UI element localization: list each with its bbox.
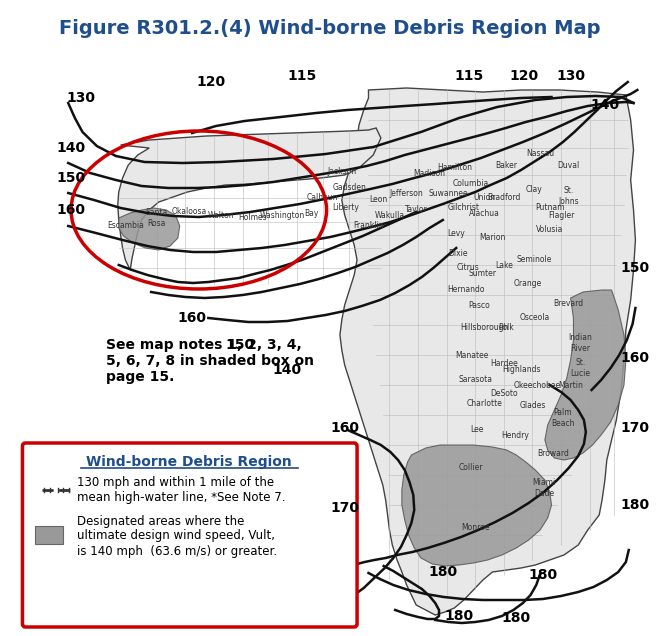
Text: Leon: Leon <box>369 195 387 205</box>
Text: See map notes 1, 2, 3, 4,
5, 6, 7, 8 in shaded box on
page 15.: See map notes 1, 2, 3, 4, 5, 6, 7, 8 in … <box>106 338 314 384</box>
Text: Bay: Bay <box>304 209 318 218</box>
Text: Union: Union <box>474 193 496 202</box>
Text: Designated areas where the
ultimate design wind speed, Vult,
is 140 mph  (63.6 m: Designated areas where the ultimate desi… <box>77 515 277 558</box>
Text: Columbia: Columbia <box>452 179 488 188</box>
Text: Palm
Beach: Palm Beach <box>551 408 575 427</box>
Text: Pasco: Pasco <box>468 301 490 310</box>
Text: 180: 180 <box>621 498 650 512</box>
Text: 180: 180 <box>428 565 457 579</box>
Text: Baker: Baker <box>495 162 517 170</box>
Text: Marion: Marion <box>479 233 505 242</box>
Text: 160: 160 <box>621 351 650 365</box>
Text: Hillsborough: Hillsborough <box>461 324 509 333</box>
Text: DeSoto: DeSoto <box>490 389 518 398</box>
FancyBboxPatch shape <box>22 443 357 627</box>
Text: Volusia: Volusia <box>536 226 563 235</box>
Text: Jefferson: Jefferson <box>389 188 424 198</box>
Text: Manatee: Manatee <box>455 352 488 361</box>
Polygon shape <box>545 290 626 460</box>
Polygon shape <box>340 88 635 615</box>
Text: Lake: Lake <box>495 261 513 270</box>
Text: 140: 140 <box>57 141 86 155</box>
Text: Broward: Broward <box>538 448 569 457</box>
Text: Citrus: Citrus <box>456 263 479 272</box>
Text: Sarasota: Sarasota <box>458 375 492 385</box>
Text: 130: 130 <box>556 69 585 83</box>
Text: 150: 150 <box>57 171 86 185</box>
Text: 180: 180 <box>501 611 530 625</box>
Text: Holmes: Holmes <box>238 214 266 223</box>
Text: Monroe: Monroe <box>461 523 490 532</box>
Text: Okeechobee: Okeechobee <box>513 382 561 391</box>
Text: 130 mph and within 1 mile of the
mean high-water line, *See Note 7.: 130 mph and within 1 mile of the mean hi… <box>77 476 285 504</box>
Text: 180: 180 <box>529 568 558 582</box>
Text: Alachua: Alachua <box>469 209 500 218</box>
Text: Glades: Glades <box>519 401 546 410</box>
Text: Okaloosa: Okaloosa <box>171 207 207 216</box>
Text: Collier: Collier <box>458 464 483 473</box>
Text: 180: 180 <box>445 609 474 623</box>
Text: Clay: Clay <box>526 186 543 195</box>
Text: Taylor: Taylor <box>405 205 428 214</box>
Text: Dixie: Dixie <box>448 249 468 258</box>
Text: Orange: Orange <box>513 279 542 287</box>
Text: 170: 170 <box>330 501 359 515</box>
Text: Hernando: Hernando <box>447 286 484 294</box>
Text: Franklin: Franklin <box>353 221 384 230</box>
Text: 160: 160 <box>178 311 207 325</box>
Text: Calhoun: Calhoun <box>307 193 339 202</box>
Text: Suwannee: Suwannee <box>429 188 469 198</box>
Text: Figure R301.2.(4) Wind-borne Debris Region Map: Figure R301.2.(4) Wind-borne Debris Regi… <box>59 18 600 38</box>
Text: 130: 130 <box>66 91 95 105</box>
Text: Walton: Walton <box>208 212 234 221</box>
Text: Brevard: Brevard <box>554 298 584 307</box>
Bar <box>35 526 63 544</box>
Text: 160: 160 <box>330 421 359 435</box>
Text: Indian
River: Indian River <box>568 333 592 353</box>
Text: 120: 120 <box>196 75 226 89</box>
Text: 160: 160 <box>57 203 86 217</box>
Text: Gadsden: Gadsden <box>333 184 366 193</box>
Text: 140: 140 <box>273 363 302 377</box>
Text: Duval: Duval <box>558 162 580 170</box>
Text: Bradford: Bradford <box>487 193 521 202</box>
Text: Nassau: Nassau <box>526 148 554 158</box>
Text: Jackson: Jackson <box>328 167 357 177</box>
Text: Polk: Polk <box>498 324 513 333</box>
Text: St.
Johns: St. Johns <box>558 186 579 205</box>
Text: Hardee: Hardee <box>490 359 518 368</box>
Text: Osceola: Osceola <box>519 314 550 322</box>
Text: Madison: Madison <box>413 169 445 177</box>
Text: Hamilton: Hamilton <box>437 163 472 172</box>
Text: Wakulla: Wakulla <box>374 212 405 221</box>
Text: 150: 150 <box>225 338 254 352</box>
Text: St.
Lucie: St. Lucie <box>570 358 590 378</box>
Text: Highlands: Highlands <box>501 366 540 375</box>
Text: 170: 170 <box>621 421 650 435</box>
Text: Liberty: Liberty <box>332 204 359 212</box>
Text: Seminole: Seminole <box>517 256 552 265</box>
Text: 140: 140 <box>590 98 619 112</box>
Text: Sumter: Sumter <box>469 268 497 277</box>
Polygon shape <box>402 445 552 566</box>
Text: Putnam: Putnam <box>535 204 564 212</box>
Text: Santa
Rosa: Santa Rosa <box>146 209 168 228</box>
Text: Gilchrist: Gilchrist <box>448 204 480 212</box>
Text: Levy: Levy <box>447 228 465 237</box>
Text: Escambia: Escambia <box>107 221 144 230</box>
Text: 150: 150 <box>621 261 650 275</box>
Text: Hendry: Hendry <box>501 431 529 441</box>
Text: 115: 115 <box>455 69 484 83</box>
Text: Miami
Dade: Miami Dade <box>532 478 556 498</box>
Text: Charlotte: Charlotte <box>467 399 503 408</box>
Text: Martin: Martin <box>558 382 583 391</box>
Polygon shape <box>119 208 180 250</box>
Text: Wind-borne Debris Region: Wind-borne Debris Region <box>86 455 292 469</box>
Text: Lee: Lee <box>471 425 484 434</box>
Text: Flagler: Flagler <box>548 212 574 221</box>
Text: Washington: Washington <box>260 212 305 221</box>
Text: 115: 115 <box>287 69 316 83</box>
Polygon shape <box>118 128 381 270</box>
Text: 120: 120 <box>509 69 538 83</box>
